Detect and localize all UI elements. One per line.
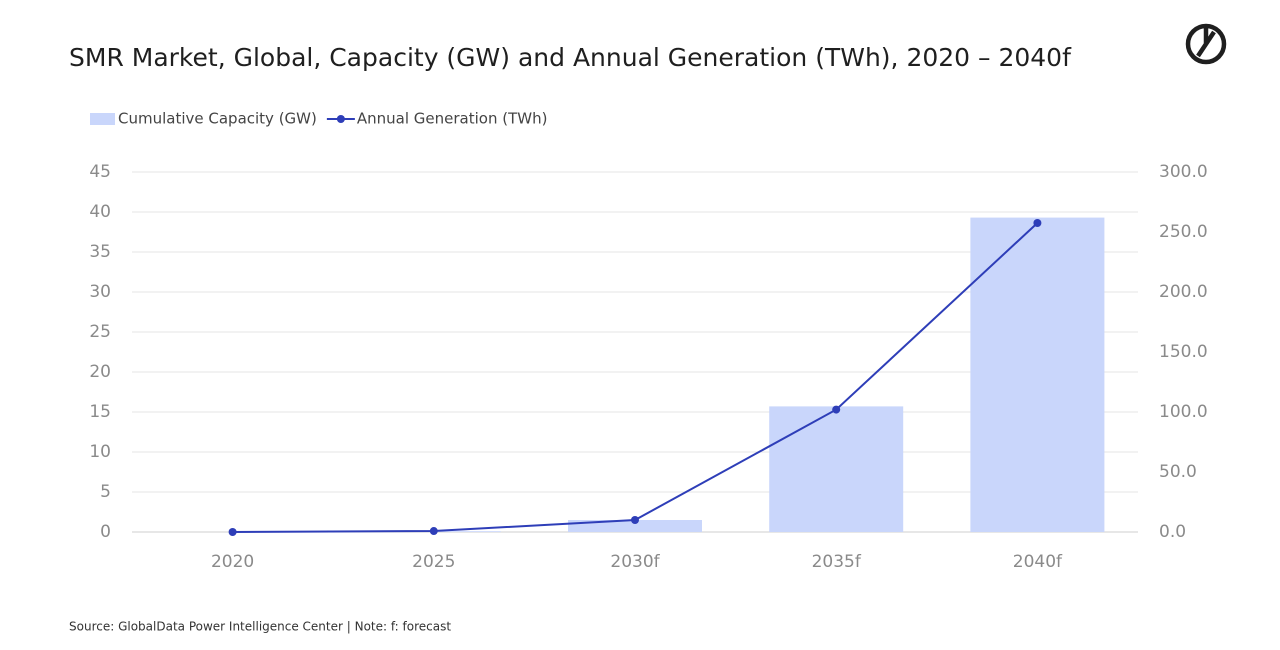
- y2-tick-label: 50.0: [1159, 462, 1197, 482]
- bar: [970, 217, 1105, 532]
- x-tick-label: 2025: [412, 552, 455, 572]
- y2-tick-label: 300.0: [1159, 162, 1208, 182]
- line-point: [429, 527, 438, 536]
- x-tick-label: 2040f: [1013, 552, 1063, 572]
- y-tick-label: 40: [89, 202, 111, 222]
- source-note: Source: GlobalData Power Intelligence Ce…: [69, 620, 451, 634]
- x-tick-label: 2020: [211, 552, 254, 572]
- y2-tick-label: 250.0: [1159, 222, 1208, 242]
- chart-title: SMR Market, Global, Capacity (GW) and An…: [69, 43, 1072, 72]
- y-tick-label: 25: [89, 322, 111, 342]
- x-tick-label: 2035f: [812, 552, 862, 572]
- legend-swatch: [336, 115, 345, 123]
- y-tick-label: 5: [100, 482, 111, 502]
- y-tick-label: 20: [89, 362, 111, 382]
- legend-label: Annual Generation (TWh): [357, 110, 548, 128]
- bar: [769, 406, 904, 532]
- logo: [1185, 23, 1227, 65]
- y-tick-label: 35: [89, 242, 111, 262]
- line-point: [228, 528, 237, 536]
- y2-tick-label: 100.0: [1159, 402, 1208, 422]
- y2-tick-label: 0.0: [1159, 522, 1186, 542]
- line-point: [832, 405, 841, 414]
- y-tick-label: 15: [89, 402, 111, 422]
- x-tick-label: 2030f: [610, 552, 660, 572]
- line-point: [1033, 219, 1042, 227]
- legend-swatch: [90, 113, 115, 125]
- y-tick-label: 45: [89, 162, 111, 182]
- y2-tick-label: 150.0: [1159, 342, 1208, 362]
- y2-tick-label: 200.0: [1159, 282, 1208, 302]
- y-tick-label: 30: [89, 282, 111, 302]
- legend-label: Cumulative Capacity (GW): [118, 110, 317, 128]
- line: [232, 222, 1039, 533]
- bar: [568, 520, 702, 532]
- y-tick-label: 10: [89, 442, 111, 462]
- y-tick-label: 0: [100, 522, 111, 542]
- line-point: [631, 516, 639, 524]
